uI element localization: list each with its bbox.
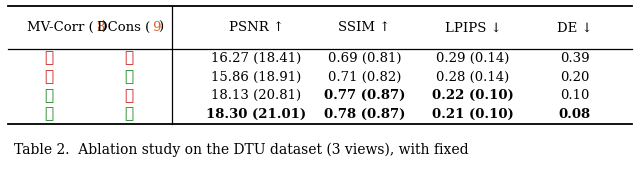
Text: 0.28 (0.14): 0.28 (0.14)	[436, 71, 509, 84]
Text: 0.77 (0.87): 0.77 (0.87)	[324, 89, 405, 102]
Text: ✓: ✓	[124, 108, 133, 122]
Text: 9: 9	[152, 21, 161, 34]
Text: 0.22 (0.10): 0.22 (0.10)	[432, 89, 514, 102]
Text: 0.39: 0.39	[560, 52, 589, 65]
Text: 18.13 (20.81): 18.13 (20.81)	[211, 89, 301, 102]
Text: 0.08: 0.08	[559, 108, 591, 121]
Text: DCons (: DCons (	[97, 21, 150, 34]
Text: 0.78 (0.87): 0.78 (0.87)	[324, 108, 405, 121]
Text: SSIM ↑: SSIM ↑	[339, 21, 391, 34]
Text: 0.71 (0.82): 0.71 (0.82)	[328, 71, 401, 84]
Text: 0.69 (0.81): 0.69 (0.81)	[328, 52, 401, 65]
Text: 0.20: 0.20	[560, 71, 589, 84]
Text: Table 2.  Ablation study on the DTU dataset (3 views), with fixed: Table 2. Ablation study on the DTU datas…	[14, 142, 468, 157]
Text: ✓: ✓	[124, 70, 133, 84]
Text: 15.86 (18.91): 15.86 (18.91)	[211, 71, 301, 84]
Text: ✗: ✗	[45, 51, 54, 65]
Text: ✓: ✓	[45, 89, 54, 103]
Text: ✓: ✓	[45, 108, 54, 122]
Text: DE ↓: DE ↓	[557, 21, 593, 34]
Text: MV-Corr (: MV-Corr (	[27, 21, 93, 34]
Text: 8: 8	[96, 21, 104, 34]
Text: LPIPS ↓: LPIPS ↓	[445, 21, 501, 34]
Text: ✗: ✗	[45, 70, 54, 84]
Text: ✗: ✗	[124, 89, 133, 103]
Text: 0.10: 0.10	[560, 89, 589, 102]
Text: PSNR ↑: PSNR ↑	[228, 21, 284, 34]
Text: ): )	[101, 21, 106, 34]
Text: 16.27 (18.41): 16.27 (18.41)	[211, 52, 301, 65]
Text: ): )	[158, 21, 163, 34]
Text: 0.21 (0.10): 0.21 (0.10)	[432, 108, 514, 121]
Text: 0.29 (0.14): 0.29 (0.14)	[436, 52, 509, 65]
Text: 18.30 (21.01): 18.30 (21.01)	[206, 108, 307, 121]
Text: ✗: ✗	[124, 51, 133, 65]
